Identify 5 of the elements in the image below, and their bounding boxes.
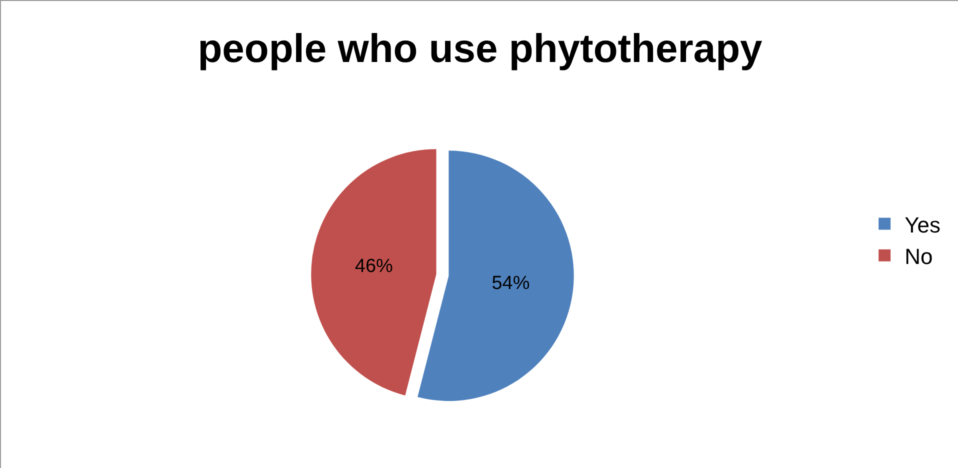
legend-label: Yes [904, 212, 940, 238]
legend-label: No [904, 244, 933, 269]
chart-title: people who use phytotherapy [198, 26, 764, 71]
data-label: 54% [492, 273, 530, 294]
data-label: 46% [354, 256, 394, 277]
